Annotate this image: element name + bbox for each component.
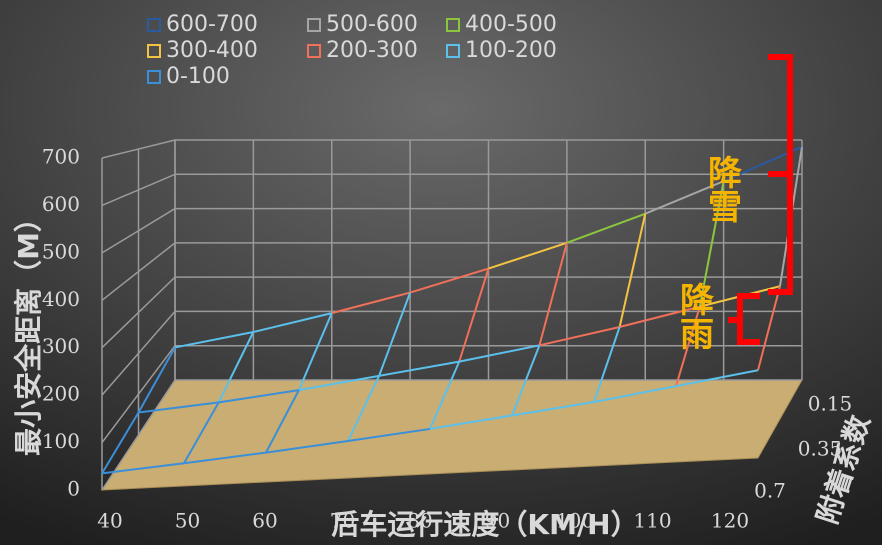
surface-segment [298, 374, 380, 392]
surface-segment [265, 389, 300, 454]
legend-label: 400-500 [465, 12, 557, 37]
x-tick-label: 60 [252, 509, 277, 533]
y-tick-label: 700 [42, 145, 80, 169]
legend-label: 100-200 [465, 38, 557, 63]
surface-segment [511, 344, 541, 416]
legend-label: 600-700 [166, 12, 258, 37]
x-tick-label: 120 [711, 509, 749, 533]
z-tick-label: 0.35 [798, 437, 843, 461]
surface-segment [566, 212, 646, 244]
surface-segment [174, 331, 254, 349]
annotation: 降雨 [674, 282, 714, 350]
surface-segment [538, 242, 568, 346]
x-tick-label: 50 [175, 509, 200, 533]
surface-segment [183, 401, 220, 464]
surface-segment [675, 306, 701, 387]
y-tick-label: 600 [42, 192, 80, 216]
surface-segment [409, 267, 489, 294]
surface-segment [183, 451, 267, 465]
legend-label: 200-300 [326, 38, 418, 63]
surface-segment [618, 213, 647, 328]
legend-swatch [307, 44, 321, 58]
surface-segment [347, 375, 380, 442]
surface-segment [698, 180, 725, 307]
x-tick-label: 70 [330, 509, 355, 533]
legend-swatch [147, 70, 161, 84]
legend-swatch [307, 18, 321, 32]
y-tick-label: 400 [42, 287, 80, 311]
surface-segment [101, 412, 140, 474]
surface-segment [347, 427, 431, 442]
surface-segment [378, 292, 412, 377]
surface-segment [138, 401, 219, 414]
legend-swatch [446, 18, 460, 32]
surface-segment [331, 291, 411, 315]
x-tick-label: 80 [407, 509, 432, 533]
legend-swatch [147, 44, 161, 58]
legend-label: 300-400 [166, 38, 258, 63]
snow-bracket [768, 54, 793, 295]
x-tick-label: 90 [485, 509, 510, 533]
surface-segment [101, 462, 185, 475]
surface-segment [458, 268, 490, 362]
rain-bracket [728, 293, 760, 345]
surface-segment [253, 312, 332, 333]
x-axis-title: 后车运行速度（KM/H） [331, 508, 638, 541]
surface-segment [217, 331, 255, 403]
surface-segment [539, 326, 620, 347]
surface-segment [137, 346, 176, 414]
legend-label: 0-100 [166, 64, 230, 89]
x-tick-label: 110 [633, 509, 671, 533]
y-tick-label: 300 [42, 334, 80, 358]
surface-segment [459, 344, 540, 363]
surface-segment [644, 180, 725, 215]
surface-segment [429, 361, 461, 430]
y-axis-title: 最小安全距离（M） [12, 204, 45, 456]
surface-segment [265, 440, 349, 454]
annotation: 降雪 [702, 155, 742, 223]
surface-segment [218, 389, 300, 404]
y-tick-label: 200 [42, 382, 80, 406]
surface-segment [757, 285, 781, 371]
surface-segment [593, 385, 677, 403]
y-tick-label: 0 [67, 477, 80, 501]
surface-segment [429, 414, 513, 430]
surface-segment [511, 400, 595, 417]
x-tick-label: 40 [97, 509, 122, 533]
x-tick-label: 100 [556, 509, 594, 533]
legend-label: 500-600 [326, 12, 418, 37]
z-tick-label: 0.15 [808, 392, 853, 416]
z-tick-label: 0.7 [754, 479, 786, 503]
y-tick-label: 100 [42, 429, 80, 453]
y-tick-label: 500 [42, 239, 80, 263]
legend-swatch [147, 18, 161, 32]
surface-segment [488, 241, 568, 270]
surface-segment [593, 326, 621, 403]
surface-segment [297, 312, 333, 391]
legend-swatch [446, 44, 460, 58]
surface-segment [675, 369, 759, 388]
surface-segment [378, 360, 460, 377]
surface-segment [619, 305, 701, 328]
